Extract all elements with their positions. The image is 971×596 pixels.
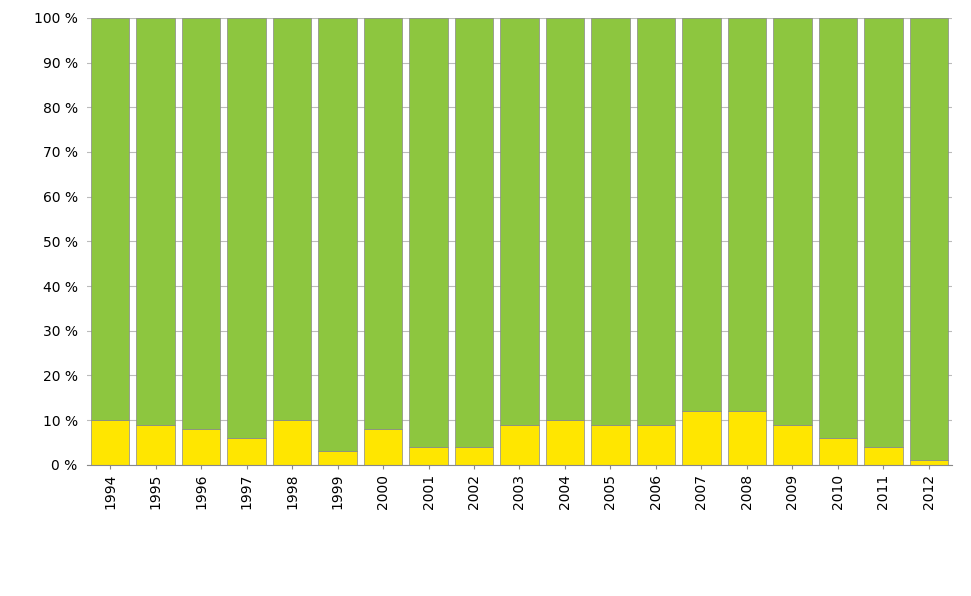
Bar	[819, 18, 857, 438]
Bar	[273, 18, 312, 420]
Bar	[454, 447, 493, 465]
Bar	[819, 438, 857, 465]
Bar	[227, 438, 266, 465]
Bar	[773, 425, 812, 465]
Bar	[136, 18, 175, 425]
Bar	[546, 420, 585, 465]
Bar	[91, 18, 129, 420]
Bar	[773, 18, 812, 425]
Bar	[864, 18, 903, 447]
Bar	[500, 18, 539, 425]
Bar	[318, 452, 357, 465]
Bar	[727, 411, 766, 465]
Bar	[409, 447, 448, 465]
Bar	[727, 18, 766, 411]
Bar	[682, 411, 720, 465]
Bar	[318, 18, 357, 452]
Bar	[273, 420, 312, 465]
Bar	[637, 425, 675, 465]
Bar	[409, 18, 448, 447]
Bar	[910, 461, 948, 465]
Bar	[910, 18, 948, 461]
Bar	[182, 429, 220, 465]
Bar	[591, 18, 630, 425]
Bar	[136, 425, 175, 465]
Bar	[182, 18, 220, 429]
Bar	[91, 420, 129, 465]
Bar	[227, 18, 266, 438]
Bar	[546, 18, 585, 420]
Bar	[864, 447, 903, 465]
Bar	[682, 18, 720, 411]
Bar	[637, 18, 675, 425]
Bar	[591, 425, 630, 465]
Bar	[364, 429, 402, 465]
Bar	[364, 18, 402, 429]
Bar	[500, 425, 539, 465]
Bar	[454, 18, 493, 447]
